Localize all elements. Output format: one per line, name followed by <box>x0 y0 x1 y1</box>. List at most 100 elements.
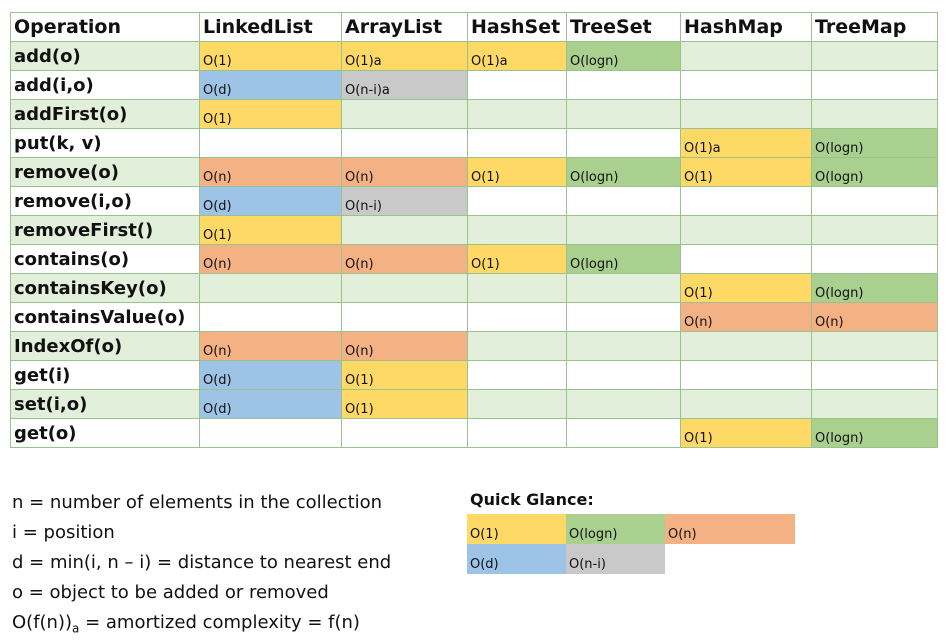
complexity-cell <box>680 41 812 71</box>
complexity-cell <box>566 418 681 448</box>
complexity-cell <box>341 418 468 448</box>
table-row: remove(o) O(n) O(n) O(1) O(logn) O(1) O(logn) <box>10 157 938 187</box>
table-row: addFirst(o) O(1) <box>10 99 938 129</box>
header-treemap: TreeMap <box>811 12 938 42</box>
complexity-cell: O(n-i)a <box>341 70 468 100</box>
complexity-cell <box>467 331 567 361</box>
complexity-cell: O(1) <box>680 418 812 448</box>
quick-glance-row: O(1) O(logn) O(n) <box>467 514 795 544</box>
complexity-cell: O(logn) <box>566 244 681 274</box>
complexity-cell: O(1) <box>341 360 468 390</box>
complexity-cell <box>566 360 681 390</box>
complexity-cell <box>811 41 938 71</box>
complexity-cell <box>467 360 567 390</box>
complexity-cell: O(1) <box>467 157 567 187</box>
complexity-cell <box>467 186 567 216</box>
complexity-cell <box>680 244 812 274</box>
complexity-cell: O(logn) <box>811 157 938 187</box>
complexity-cell <box>811 389 938 419</box>
table-row: removeFirst() O(1) <box>10 215 938 245</box>
complexity-cell <box>341 273 468 303</box>
operation-cell: get(i) <box>10 360 200 390</box>
complexity-cell <box>680 389 812 419</box>
legend-amortized-suffix: = amortized complexity = f(n) <box>79 612 360 633</box>
legend-amortized-prefix: O(f(n)) <box>12 612 73 633</box>
operation-cell: add(i,o) <box>10 70 200 100</box>
complexity-cell <box>680 186 812 216</box>
complexity-cell <box>467 273 567 303</box>
complexity-table: Operation LinkedList ArrayList HashSet T… <box>10 12 938 448</box>
legend-n: n = number of elements in the collection <box>12 492 383 513</box>
operation-cell: containsKey(o) <box>10 273 200 303</box>
complexity-cell: O(n) <box>680 302 812 332</box>
complexity-cell: O(n) <box>811 302 938 332</box>
complexity-cell: O(n-i) <box>341 186 468 216</box>
legend-o: o = object to be added or removed <box>12 582 329 603</box>
operation-cell: removeFirst() <box>10 215 200 245</box>
operation-cell: put(k, v) <box>10 128 200 158</box>
complexity-cell: O(n) <box>199 331 342 361</box>
legend-amortized-sub: a <box>72 621 80 636</box>
complexity-cell <box>566 99 681 129</box>
complexity-cell: O(1) <box>341 389 468 419</box>
complexity-cell <box>811 331 938 361</box>
complexity-cell: O(1) <box>467 244 567 274</box>
table-row: set(i,o) O(d) O(1) <box>10 389 938 419</box>
complexity-cell <box>680 360 812 390</box>
quick-glance-row: O(d) O(n-i) <box>467 544 795 574</box>
header-treeset: TreeSet <box>566 12 681 42</box>
complexity-cell: O(n) <box>341 331 468 361</box>
complexity-cell <box>199 273 342 303</box>
table-row: add(o) O(1) O(1)a O(1)a O(logn) <box>10 41 938 71</box>
header-arraylist: ArrayList <box>341 12 468 42</box>
operation-cell: containsValue(o) <box>10 302 200 332</box>
complexity-cell: O(1) <box>680 273 812 303</box>
complexity-cell <box>467 215 567 245</box>
complexity-cell: O(d) <box>199 186 342 216</box>
complexity-cell <box>566 70 681 100</box>
header-operation: Operation <box>10 12 200 42</box>
complexity-cell <box>680 331 812 361</box>
quick-glance-on: O(n) <box>665 514 795 544</box>
complexity-cell <box>467 70 567 100</box>
complexity-cell: O(1) <box>199 99 342 129</box>
complexity-cell: O(d) <box>199 360 342 390</box>
quick-glance-empty <box>665 544 795 574</box>
quick-glance-oni: O(n-i) <box>566 544 665 574</box>
complexity-cell <box>467 302 567 332</box>
complexity-cell <box>199 128 342 158</box>
complexity-cell: O(1)a <box>467 41 567 71</box>
table-row: contains(o) O(n) O(n) O(1) O(logn) <box>10 244 938 274</box>
table-row: IndexOf(o) O(n) O(n) <box>10 331 938 361</box>
complexity-cell: O(n) <box>341 244 468 274</box>
complexity-cell <box>199 302 342 332</box>
complexity-cell <box>566 186 681 216</box>
complexity-cell <box>566 389 681 419</box>
complexity-cell: O(logn) <box>566 157 681 187</box>
complexity-cell <box>467 128 567 158</box>
operation-cell: get(o) <box>10 418 200 448</box>
complexity-cell: O(1) <box>680 157 812 187</box>
complexity-cell: O(logn) <box>811 273 938 303</box>
header-linkedlist: LinkedList <box>199 12 342 42</box>
operation-cell: addFirst(o) <box>10 99 200 129</box>
complexity-cell: O(d) <box>199 389 342 419</box>
complexity-cell: O(1)a <box>680 128 812 158</box>
complexity-cell <box>566 302 681 332</box>
complexity-cell <box>566 331 681 361</box>
operation-cell: set(i,o) <box>10 389 200 419</box>
complexity-cell <box>811 215 938 245</box>
complexity-cell: O(n) <box>199 157 342 187</box>
complexity-cell <box>680 70 812 100</box>
complexity-cell: O(n) <box>199 244 342 274</box>
header-hashset: HashSet <box>467 12 567 42</box>
complexity-cell: O(1) <box>199 41 342 71</box>
complexity-cell: O(logn) <box>811 128 938 158</box>
quick-glance-ologn: O(logn) <box>566 514 665 544</box>
complexity-cell <box>566 273 681 303</box>
complexity-cell: O(1)a <box>341 41 468 71</box>
complexity-cell <box>467 99 567 129</box>
operation-cell: add(o) <box>10 41 200 71</box>
complexity-cell <box>811 99 938 129</box>
quick-glance-title: Quick Glance: <box>470 490 594 509</box>
